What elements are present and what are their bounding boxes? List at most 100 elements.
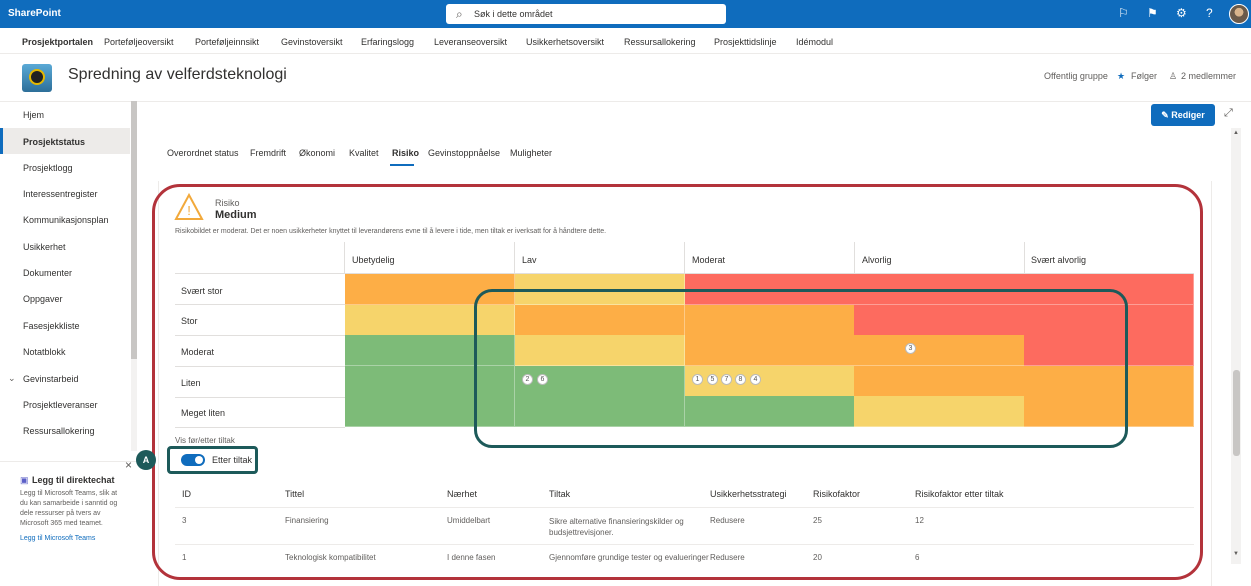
risk-badge[interactable]: 4 (750, 374, 761, 385)
row-divider (175, 427, 345, 428)
hub-nav-item[interactable]: Leveranseoversikt (434, 37, 508, 47)
hub-nav-item[interactable]: Prosjekttidslinje (714, 37, 777, 47)
risk-badge[interactable]: 6 (537, 374, 548, 385)
probability-header: Liten (181, 378, 201, 388)
table-header[interactable]: Usikkerhetsstrategi (710, 489, 787, 499)
search-box[interactable]: ⌕ Søk i dette området (446, 4, 726, 24)
matrix-cell (854, 365, 1025, 397)
sidebar-item[interactable]: Prosjektlogg (23, 163, 73, 173)
scroll-down-icon[interactable]: ▼ (1233, 551, 1239, 557)
members-button[interactable]: 2 medlemmer (1181, 71, 1237, 81)
matrix-cell (1024, 396, 1195, 428)
sidebar-item[interactable]: Dokumenter (23, 268, 73, 278)
expand-icon[interactable]: ⤢ (1224, 107, 1233, 119)
table-cell: 12 (915, 516, 924, 525)
megaphone-icon[interactable]: ⚐ (1118, 6, 1129, 20)
risk-badge[interactable]: 8 (735, 374, 746, 385)
hub-nav-item[interactable]: Ressursallokering (624, 37, 696, 47)
matrix-cell (854, 335, 1025, 367)
risk-badge[interactable]: 2 (522, 374, 533, 385)
table-cell: I denne fasen (447, 553, 496, 562)
matrix-cell (854, 396, 1025, 428)
matrix-column-divider (344, 242, 345, 274)
tab-fremdrift[interactable]: Fremdrift (250, 148, 286, 158)
risk-badge[interactable]: 1 (692, 374, 703, 385)
sidebar-item[interactable]: Prosjektleveranser (23, 400, 98, 410)
avatar[interactable] (1229, 4, 1249, 24)
chevron-down-icon[interactable]: ⌄ (8, 373, 16, 383)
matrix-cell (514, 335, 686, 367)
edit-button[interactable]: ✎ Rediger (1151, 104, 1215, 126)
row-divider (175, 335, 345, 336)
hub-nav-item[interactable]: Usikkerhetsoversikt (526, 37, 605, 47)
before-after-toggle[interactable] (181, 454, 205, 466)
page-scroll-thumb[interactable] (1233, 370, 1240, 456)
sidebar-item[interactable]: Kommunikasjonsplan (23, 215, 109, 225)
close-icon[interactable]: × (125, 458, 133, 472)
tab-okonomi[interactable]: Økonomi (299, 148, 336, 158)
sidebar-item[interactable]: Gevinstarbeid (23, 374, 79, 384)
toggle-caption: Vis før/etter tiltak (175, 436, 235, 445)
table-header[interactable]: Risikofaktor etter tiltak (915, 489, 1004, 499)
tab-overordnet[interactable]: Overordnet status (167, 148, 239, 158)
hub-nav-item[interactable]: Erfaringslogg (361, 37, 415, 47)
table-header[interactable]: Nærhet (447, 489, 478, 499)
matrix-column-divider (854, 242, 855, 274)
tab-muligheter[interactable]: Muligheter (510, 148, 553, 158)
table-header[interactable]: Risikofaktor (813, 489, 861, 499)
sidebar-item[interactable]: Interessentregister (23, 189, 98, 199)
gear-icon[interactable]: ⚙ (1176, 6, 1187, 20)
table-cell: Gjennomføre grundige tester og evaluerin… (549, 553, 709, 562)
risk-badge[interactable]: 7 (721, 374, 732, 385)
site-title[interactable]: Spredning av velferdsteknologi (68, 66, 287, 83)
table-cell: Umiddelbart (447, 516, 491, 525)
sidebar-item-active[interactable]: Prosjektstatus (23, 137, 86, 147)
sidebar-item[interactable]: Notatblokk (23, 347, 66, 357)
scroll-up-icon[interactable]: ▲ (1233, 130, 1239, 136)
table-header[interactable]: Tiltak (549, 489, 571, 499)
star-icon[interactable]: ★ (1117, 71, 1126, 81)
annotation-outline-red (152, 184, 1203, 580)
site-logo[interactable] (22, 64, 52, 92)
suite-bar: SharePoint ⌕ Søk i dette området ⚐ ⚑ ⚙ ? (0, 0, 1251, 28)
brand-label[interactable]: SharePoint (8, 8, 61, 19)
hub-nav-item[interactable]: Prosjektportalen (22, 37, 94, 47)
feedback-icon[interactable]: ⚑ (1147, 6, 1158, 20)
annotation-toggle-highlight (167, 446, 258, 474)
matrix-cell (1024, 335, 1195, 367)
sidebar-item[interactable]: Oppgaver (23, 294, 63, 304)
tab-risiko[interactable]: Risiko (392, 148, 420, 158)
teams-icon: ▣ (20, 475, 29, 485)
hub-nav-item[interactable]: Gevinstoversikt (281, 37, 343, 47)
search-input[interactable]: Søk i dette området (474, 9, 553, 19)
sidebar-item[interactable]: Ressursallokering (23, 426, 95, 436)
help-icon[interactable]: ? (1206, 6, 1213, 20)
add-teams-link[interactable]: Legg til Microsoft Teams (20, 535, 96, 542)
sidebar-item[interactable]: Hjem (23, 110, 45, 120)
probability-header: Moderat (181, 347, 215, 357)
sidebar-scroll-thumb[interactable] (131, 101, 137, 359)
table-cell: 1 (182, 553, 187, 562)
tab-kvalitet[interactable]: Kvalitet (349, 148, 379, 158)
follow-button[interactable]: Følger (1131, 71, 1158, 81)
hub-nav-item[interactable]: Porteføljeinnsikt (195, 37, 260, 47)
page-scrollbar[interactable] (1231, 128, 1241, 564)
annotation-outline-teal (474, 289, 1128, 448)
probability-header: Stor (181, 316, 198, 326)
hub-nav-item[interactable]: Idémodul (796, 37, 834, 47)
consequence-header: Svært alvorlig (1031, 255, 1087, 265)
risk-badge[interactable]: 3 (905, 343, 916, 354)
sidebar-item[interactable]: Usikkerhet (23, 242, 66, 252)
tab-gevinst[interactable]: Gevinstoppnåelse (428, 148, 501, 158)
teams-title: Legg til direktechat (32, 475, 115, 485)
table-header[interactable]: Tittel (285, 489, 305, 499)
table-divider (175, 544, 1194, 545)
hub-navigation: Prosjektportalen Porteføljeoversikt Port… (0, 28, 1251, 54)
toggle-knob (195, 456, 203, 464)
sidebar-item[interactable]: Fasesjekkliste (23, 321, 80, 331)
table-cell: 25 (813, 516, 822, 525)
risk-badge[interactable]: 5 (707, 374, 718, 385)
table-header[interactable]: ID (182, 489, 191, 499)
hub-nav-item[interactable]: Porteføljeoversikt (104, 37, 174, 47)
table-cell: 20 (813, 553, 822, 562)
